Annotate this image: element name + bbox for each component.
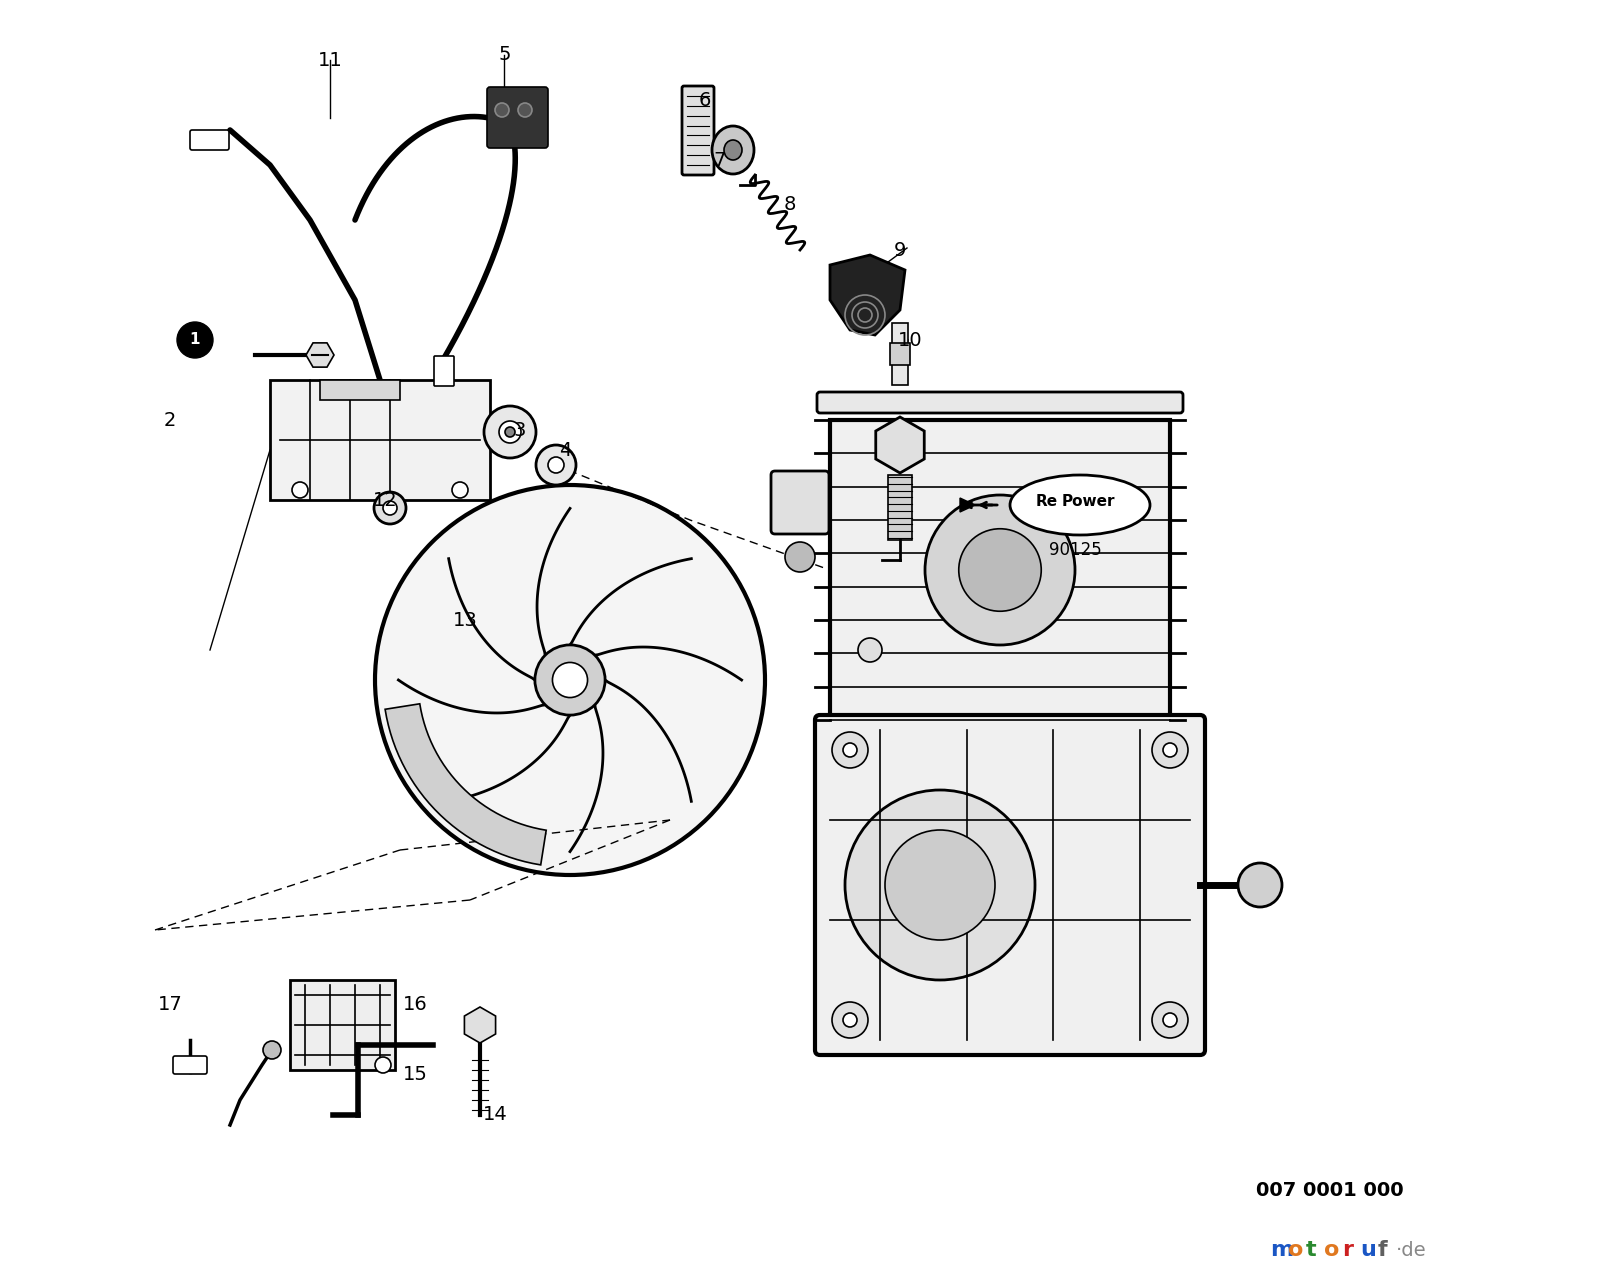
- Circle shape: [552, 662, 587, 698]
- Circle shape: [1163, 743, 1178, 757]
- Text: 8: 8: [784, 195, 797, 214]
- Text: 3: 3: [514, 421, 526, 440]
- Text: 13: 13: [453, 611, 477, 630]
- Circle shape: [262, 1041, 282, 1058]
- Bar: [888, 475, 912, 540]
- Ellipse shape: [723, 140, 742, 160]
- Bar: [893, 323, 909, 385]
- Circle shape: [845, 790, 1035, 980]
- FancyBboxPatch shape: [814, 715, 1205, 1055]
- FancyBboxPatch shape: [486, 87, 547, 148]
- Text: u: u: [1360, 1239, 1376, 1260]
- Circle shape: [374, 1057, 390, 1073]
- Text: 2: 2: [163, 411, 176, 430]
- Circle shape: [494, 103, 509, 117]
- Text: r: r: [1342, 1239, 1354, 1260]
- Text: 7: 7: [714, 150, 726, 169]
- FancyBboxPatch shape: [434, 355, 454, 386]
- Circle shape: [499, 421, 522, 443]
- Text: 16: 16: [403, 996, 427, 1015]
- Circle shape: [858, 638, 882, 662]
- Circle shape: [374, 485, 765, 875]
- Circle shape: [786, 541, 814, 572]
- Polygon shape: [386, 704, 546, 865]
- Circle shape: [506, 427, 515, 438]
- Circle shape: [382, 500, 397, 514]
- Ellipse shape: [1010, 475, 1150, 535]
- Text: 5: 5: [499, 45, 512, 64]
- Text: 14: 14: [483, 1106, 507, 1124]
- Circle shape: [291, 482, 307, 498]
- Circle shape: [1163, 1014, 1178, 1026]
- Circle shape: [518, 103, 531, 117]
- Text: 1: 1: [190, 332, 200, 348]
- Text: t: t: [1306, 1239, 1317, 1260]
- Circle shape: [1152, 1002, 1187, 1038]
- FancyBboxPatch shape: [190, 130, 229, 150]
- Bar: [890, 343, 910, 364]
- Circle shape: [534, 645, 605, 715]
- Circle shape: [536, 445, 576, 485]
- Circle shape: [1152, 733, 1187, 769]
- Text: 12: 12: [373, 490, 397, 509]
- Circle shape: [958, 529, 1042, 611]
- Text: m: m: [1270, 1239, 1293, 1260]
- Circle shape: [374, 491, 406, 523]
- Bar: [320, 380, 400, 400]
- Circle shape: [832, 733, 867, 769]
- Text: 007 0001 000: 007 0001 000: [1256, 1180, 1403, 1200]
- Circle shape: [832, 1002, 867, 1038]
- Bar: [290, 980, 395, 1070]
- Polygon shape: [875, 417, 925, 473]
- Circle shape: [885, 830, 995, 940]
- Bar: [270, 380, 490, 500]
- Text: 6: 6: [699, 91, 710, 109]
- Text: Re: Re: [1035, 494, 1058, 509]
- Polygon shape: [306, 343, 334, 367]
- Text: ·de: ·de: [1395, 1241, 1427, 1260]
- Polygon shape: [960, 498, 974, 512]
- FancyBboxPatch shape: [173, 1056, 206, 1074]
- Ellipse shape: [712, 126, 754, 174]
- FancyBboxPatch shape: [771, 471, 829, 534]
- Circle shape: [178, 322, 213, 358]
- Text: Power: Power: [1062, 494, 1115, 509]
- Polygon shape: [830, 255, 906, 335]
- Text: 15: 15: [403, 1065, 427, 1084]
- Text: 17: 17: [158, 996, 182, 1015]
- Circle shape: [843, 743, 858, 757]
- Circle shape: [483, 405, 536, 458]
- Circle shape: [1238, 863, 1282, 907]
- Text: 4: 4: [558, 440, 571, 459]
- Text: 10: 10: [898, 331, 922, 349]
- FancyBboxPatch shape: [818, 393, 1182, 413]
- Text: o: o: [1288, 1239, 1304, 1260]
- Circle shape: [843, 1014, 858, 1026]
- Circle shape: [453, 482, 467, 498]
- Text: f: f: [1378, 1239, 1387, 1260]
- Text: 9: 9: [894, 240, 906, 259]
- FancyBboxPatch shape: [682, 86, 714, 174]
- Circle shape: [547, 457, 563, 473]
- Text: 11: 11: [318, 50, 342, 69]
- Polygon shape: [464, 1007, 496, 1043]
- Text: o: o: [1325, 1239, 1339, 1260]
- Bar: [830, 420, 1170, 720]
- Text: 90125: 90125: [1048, 541, 1101, 559]
- Circle shape: [925, 495, 1075, 645]
